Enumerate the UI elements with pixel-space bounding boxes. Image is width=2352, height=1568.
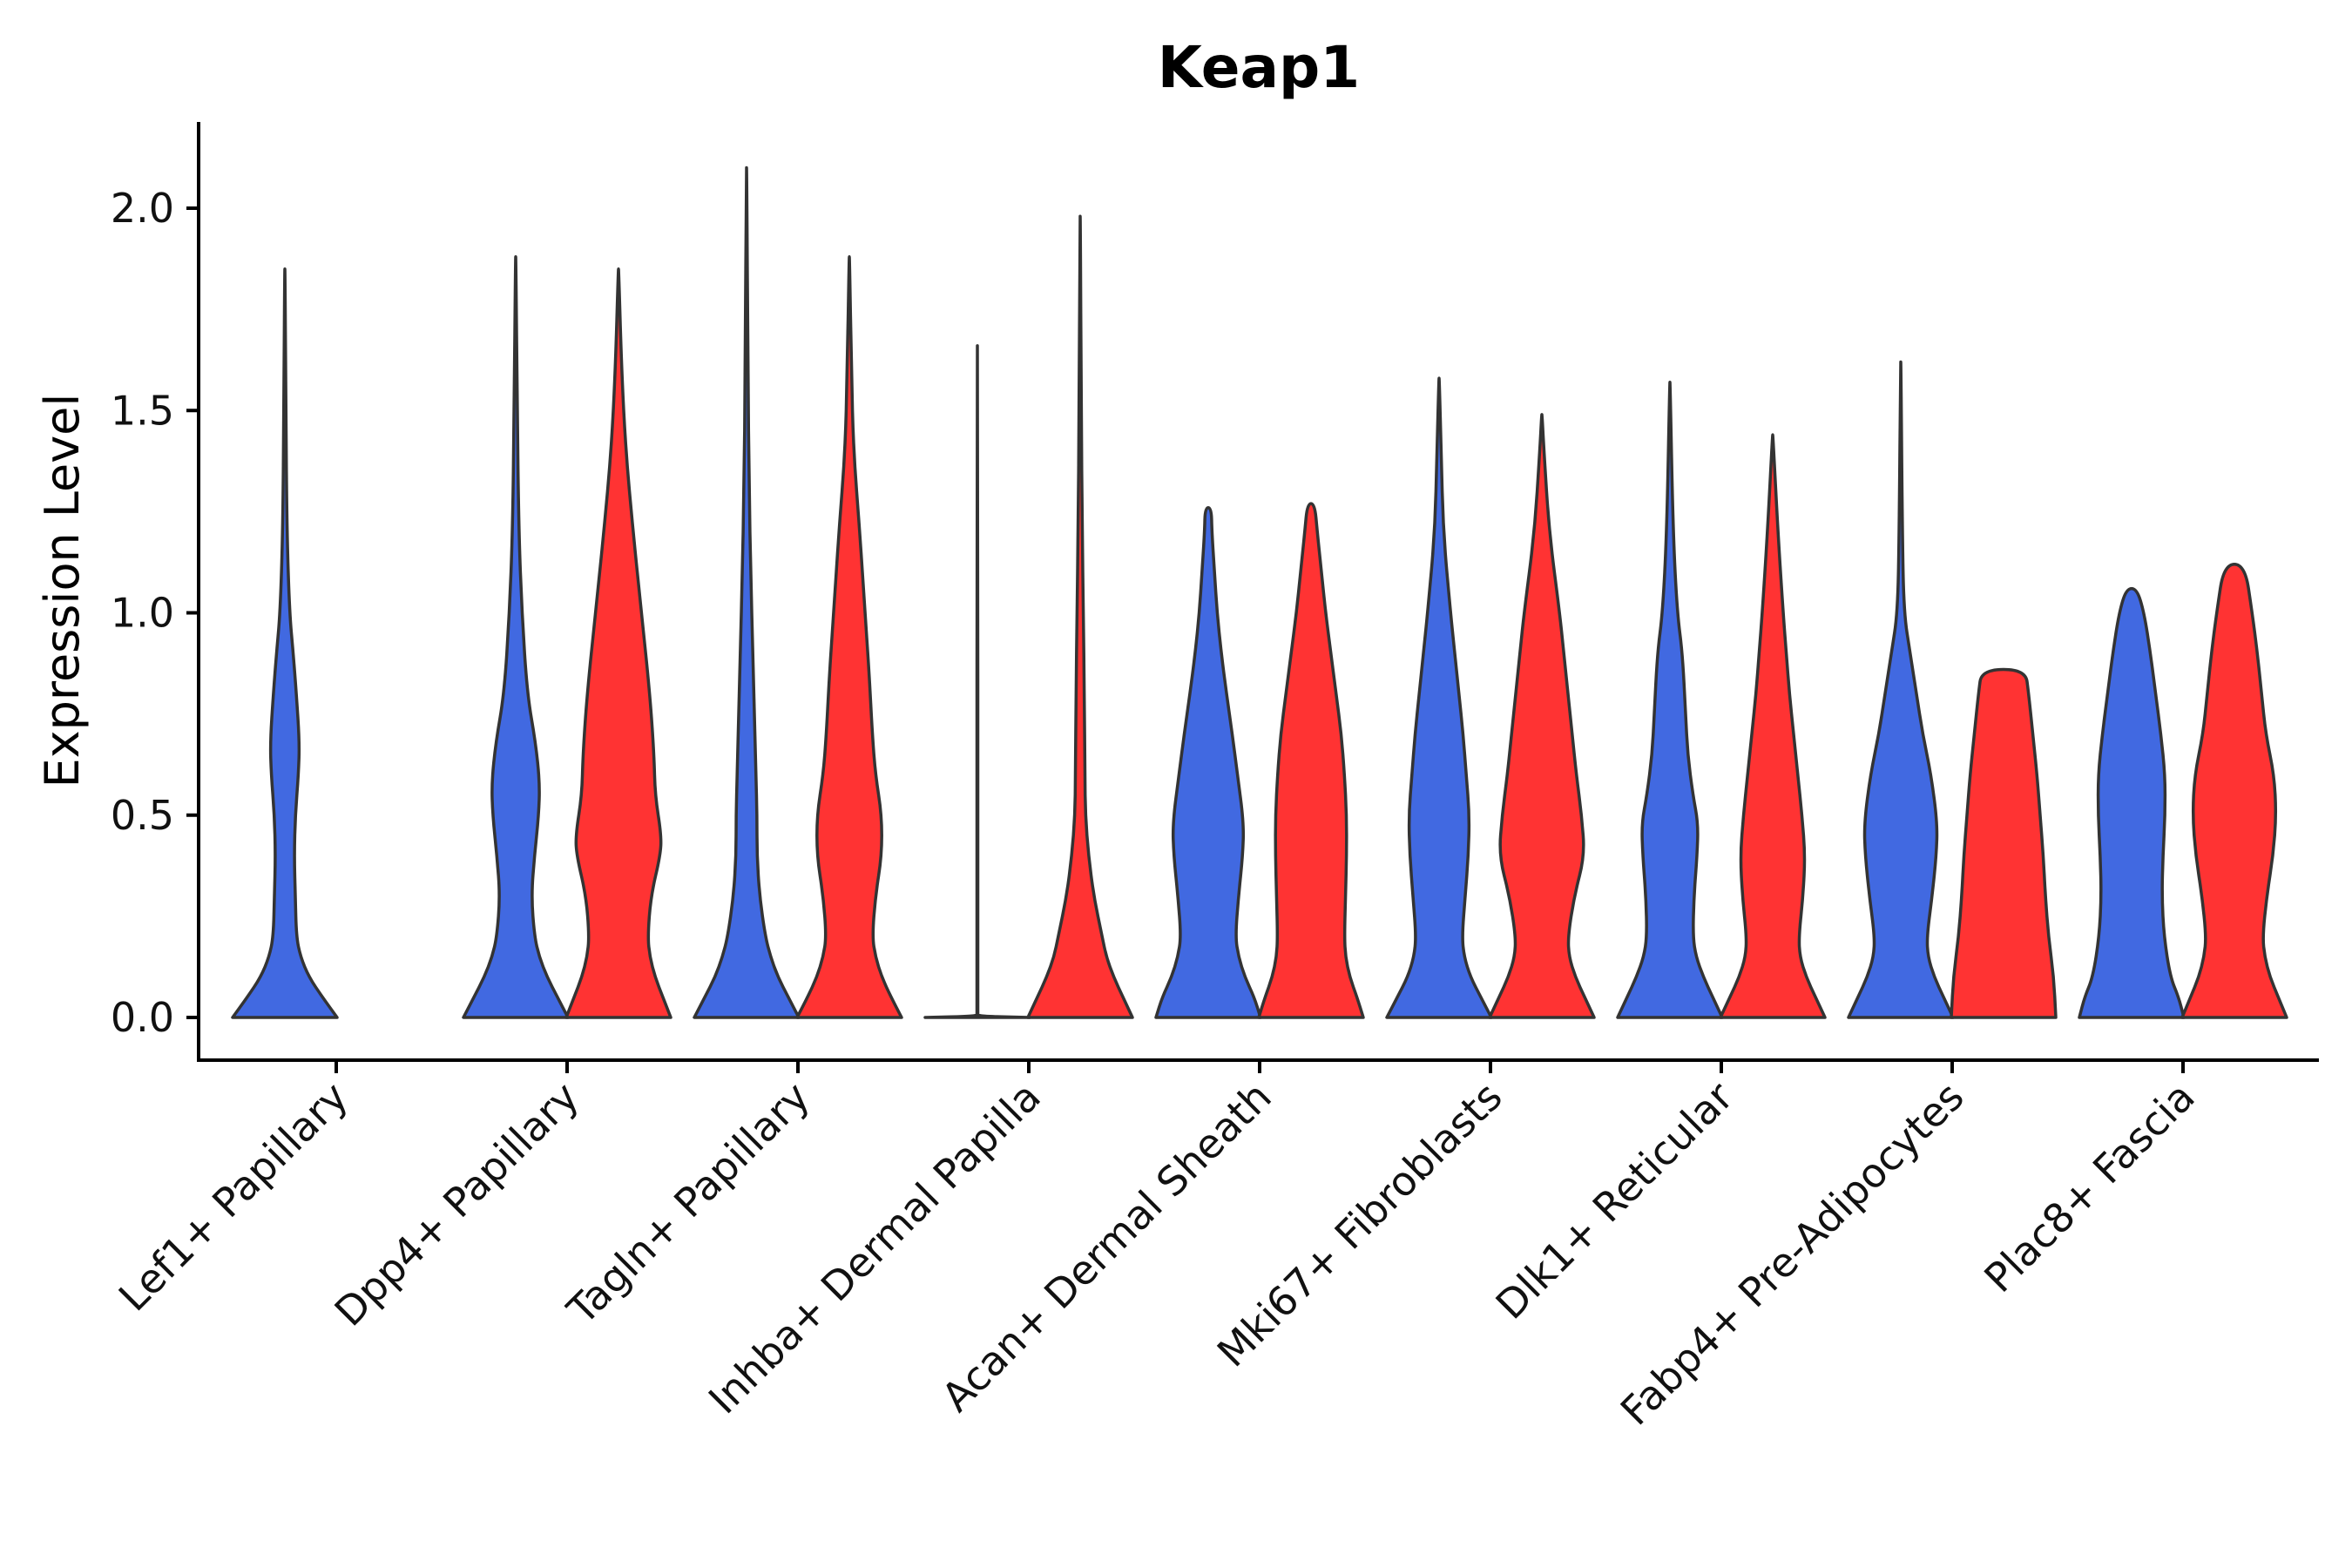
violin-inhba-dermal-papilla-group-2 bbox=[1026, 214, 1134, 1019]
violin-lef1-papillary-group-1 bbox=[231, 267, 339, 1019]
violin-acan-dermal-sheath-group-1 bbox=[1154, 505, 1262, 1019]
y-tick-label: 1.0 bbox=[111, 590, 174, 637]
violin-dlk1-reticular-group-1 bbox=[1616, 380, 1724, 1019]
violin-fabp4-pre-adipocytes-group-2 bbox=[1950, 667, 2058, 1019]
violin-dpp4-papillary-group-2 bbox=[564, 267, 672, 1019]
violin-tagln-papillary-group-1 bbox=[693, 166, 801, 1019]
y-tick-label: 1.5 bbox=[111, 387, 174, 434]
y-tick-label: 0.5 bbox=[111, 792, 174, 839]
y-axis-title: Expression Level bbox=[35, 394, 90, 788]
x-tick-label-tagln-papillary: Tagln+ Papillary bbox=[558, 1073, 819, 1335]
violin-plac8-fascia-group-2 bbox=[2180, 563, 2288, 1019]
x-tick-label-dpp4-papillary: Dpp4+ Papillary bbox=[326, 1073, 588, 1335]
x-tick-label-lef1-papillary: Lef1+ Papillary bbox=[110, 1073, 357, 1321]
x-tick-label-dlk1-reticular: Dlk1+ Reticular bbox=[1487, 1073, 1742, 1328]
y-axis-ticks: 0.0 0.5 1.0 1.5 2.0 bbox=[111, 185, 199, 1041]
violin-mki67-fibroblasts-group-1 bbox=[1385, 376, 1493, 1019]
violin-tagln-papillary-group-2 bbox=[795, 254, 903, 1019]
y-tick-label: 0.0 bbox=[111, 994, 174, 1041]
violin-fabp4-pre-adipocytes-group-1 bbox=[1847, 360, 1955, 1019]
y-tick-label: 2.0 bbox=[111, 185, 174, 232]
violin-acan-dermal-sheath-group-2 bbox=[1257, 502, 1365, 1019]
violin-mki67-fibroblasts-group-2 bbox=[1488, 413, 1596, 1019]
violin-inhba-dermal-papilla-group-1 bbox=[923, 344, 1031, 1019]
violin-plac8-fascia-group-1 bbox=[2078, 586, 2186, 1019]
x-tick-label-plac8-fascia: Plac8+ Fascia bbox=[1975, 1073, 2203, 1301]
violin-group bbox=[231, 166, 2288, 1019]
chart-title: Keap1 bbox=[1158, 34, 1360, 101]
violin-dlk1-reticular-group-2 bbox=[1719, 433, 1827, 1019]
violin-dpp4-papillary-group-1 bbox=[462, 254, 570, 1019]
